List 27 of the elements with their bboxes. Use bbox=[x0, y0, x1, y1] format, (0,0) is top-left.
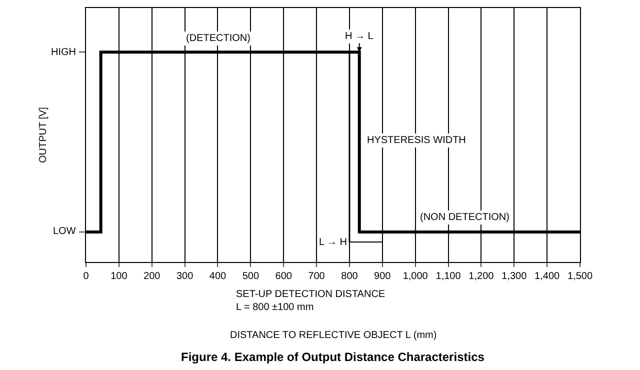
x-tick-label: 300 bbox=[176, 271, 194, 282]
x-tick-label: 1,100 bbox=[436, 271, 462, 282]
x-tick-label: 0 bbox=[83, 271, 90, 282]
x-tick-label: 1,200 bbox=[468, 271, 494, 282]
x-tick-label: 1,500 bbox=[567, 271, 593, 282]
annotation: L → H bbox=[319, 237, 347, 248]
y-axis-title: OUTPUT [V] bbox=[38, 106, 49, 163]
annotation: H → L bbox=[345, 31, 374, 42]
text: Figure 4. Example of Output Distance Characteristics bbox=[181, 350, 485, 364]
x-tick-label: 1,400 bbox=[534, 271, 560, 282]
x-tick-label: 1,300 bbox=[502, 271, 528, 282]
annotation: (NON DETECTION) bbox=[420, 212, 510, 223]
x-tick-label: 500 bbox=[242, 271, 260, 282]
text: LOW bbox=[53, 226, 76, 237]
text: HIGH bbox=[51, 47, 76, 58]
annotation: (DETECTION) bbox=[186, 33, 250, 44]
x-tick-label: 600 bbox=[275, 271, 292, 282]
x-tick-label: 400 bbox=[209, 271, 227, 282]
x-tick-label: 900 bbox=[374, 271, 392, 282]
x-tick-label: 100 bbox=[110, 271, 128, 282]
x-tick-label: 1,000 bbox=[402, 271, 428, 282]
x-tick-label: 800 bbox=[341, 271, 358, 282]
x-tick-label: 200 bbox=[144, 271, 161, 282]
x-tick-label: 700 bbox=[308, 271, 326, 282]
text: SET-UP DETECTION DISTANCE L = 800 ±100 mm bbox=[236, 289, 386, 313]
x-axis-title: DISTANCE TO REFLECTIVE OBJECT L (mm) bbox=[230, 330, 437, 341]
annotation: HYSTERESIS WIDTH bbox=[367, 135, 466, 146]
